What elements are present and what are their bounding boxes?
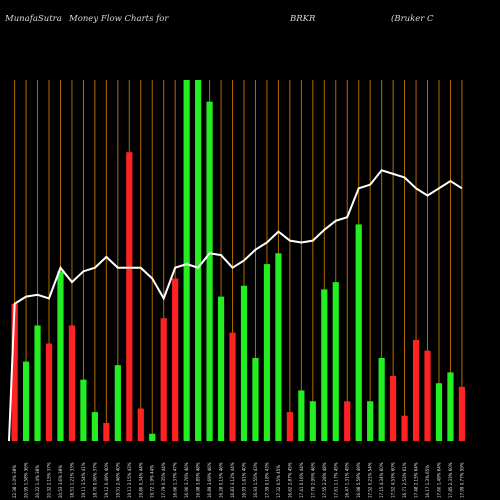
volume-bar: [114, 365, 121, 441]
x-tick-label: 17.79 2.95% 46%: [310, 462, 315, 498]
ticker-symbol: BRKR: [290, 14, 316, 24]
x-tick-label: 17.48 2.15% 64%: [414, 462, 419, 498]
x-tick-label: 16.28 0.15% 46%: [219, 462, 224, 498]
volume-bar: [458, 386, 466, 441]
volume-bar: [424, 350, 431, 441]
volume-bar: [22, 361, 30, 441]
volume-bar: [149, 433, 156, 441]
x-tick-label: 17.39 0.18% 43%: [264, 462, 269, 498]
x-tick-label: 20.53 3.6% 38%: [58, 465, 63, 498]
x-tick-label: 17.41 0.16% 44%: [299, 462, 304, 498]
x-tick-label: 17.52 0.21% 54%: [368, 462, 373, 498]
volume-bar: [229, 332, 236, 441]
x-tick-label: 16.66 1.37% 47%: [173, 462, 178, 498]
volume-bar: [240, 285, 248, 441]
x-tick-label: 19.51 2.46% 40%: [115, 462, 120, 498]
volume-bar: [435, 383, 443, 441]
x-tick-label: 16.98 3.85% 48%: [196, 462, 201, 498]
chart-title: Money Flow Charts for: [69, 14, 169, 24]
volume-bar: [183, 80, 190, 441]
volume-bar: [252, 357, 259, 441]
volume-bar: [412, 339, 420, 441]
x-tick-label: 17.60 1.49% 64%: [436, 462, 441, 498]
x-tick-label: 17.85 2.33% 60%: [448, 462, 453, 498]
x-tick-label: 16.47 1.31% 45%: [345, 462, 350, 498]
volume-bar: [390, 376, 397, 441]
x-tick-label: 17.15 4.34% 60%: [379, 462, 384, 498]
x-tick-label: 17.61 1.17% 45%: [333, 462, 338, 498]
x-tick-label: 16.93 1.55% 43%: [253, 462, 258, 498]
x-tick-label: 16.93 1.61% 40%: [242, 462, 247, 498]
volume-bar: [286, 412, 293, 441]
x-tick-label: 16.90 3.76% 46%: [184, 462, 189, 498]
volume-bar: [172, 278, 179, 441]
volume-bar: [367, 401, 374, 441]
volume-bar: [91, 412, 98, 441]
volume-bar: [160, 318, 167, 441]
x-tick-label: 19.72 1.9% 44%: [150, 465, 155, 498]
volume-bar: [401, 415, 408, 441]
x-tick-label: 19.80 0.34% 44%: [138, 462, 143, 498]
x-tick-label: 17.55 2.28% 48%: [322, 462, 327, 498]
volume-bar: [103, 422, 110, 441]
volume-bar: [298, 390, 305, 441]
volume-bar: [45, 343, 53, 441]
volume-bar: [263, 264, 271, 441]
chart-header: MunafaSutra Money Flow Charts for BRKR (…: [0, 14, 500, 28]
company-name: (Bruker C: [391, 14, 434, 24]
money-flow-line: [8, 169, 463, 442]
x-tick-label: 20.32 2.15% 37%: [47, 462, 52, 498]
volume-bar: [321, 289, 328, 441]
volume-bar: [68, 325, 76, 441]
volume-bar: [11, 303, 18, 441]
volume-bar: [34, 325, 41, 441]
volume-bar: [309, 401, 316, 441]
volume-bar: [447, 372, 454, 441]
site-name: MunafaSutra: [5, 14, 62, 24]
volume-bar: [275, 253, 282, 441]
x-tick-label: 16.17 1.3% 65%: [425, 465, 430, 498]
x-tick-label: 19.12 0.49% 40%: [104, 462, 109, 498]
volume-bar: [332, 282, 339, 441]
volume-bar: [217, 296, 225, 441]
x-tick-label: 16.89 3.69% 46%: [207, 462, 212, 498]
x-tick-label: 18.70 0.06% 37%: [92, 462, 97, 498]
x-tick-label: 20.95 1.58% 36%: [24, 462, 29, 498]
x-tick-label: 18.51 1.21% 33%: [69, 462, 74, 498]
x-tick-label: 17.79 0.35% 44%: [161, 462, 166, 498]
x-tick-label: 16.98 5.59% 49%: [356, 462, 361, 498]
x-tick-label: 19.11 3.54% 41%: [81, 462, 86, 498]
volume-bar: [355, 224, 362, 441]
volume-bar: [344, 401, 351, 441]
x-tick-label: 22.38 1.0% 38%: [12, 465, 17, 498]
x-tick-label: 16.83 3.12% 44%: [230, 462, 235, 498]
x-tick-label: 17.32 0.5% 45%: [276, 465, 281, 498]
volume-bar: [195, 80, 202, 441]
volume-bar: [80, 379, 87, 441]
x-tick-label: 16.62 2.87% 45%: [287, 462, 292, 498]
volume-bar: [126, 152, 133, 441]
x-tick-label: 19.11 3.15% 43%: [127, 462, 132, 498]
volume-bar: [206, 101, 213, 441]
volume-bar: [137, 408, 144, 441]
x-tick-label: 20.22 1.4% 38%: [35, 465, 40, 498]
x-tick-label: 16.71 2.53% 61%: [402, 462, 407, 498]
volume-bars: [11, 80, 466, 441]
volume-bar: [57, 271, 64, 441]
volume-bar: [378, 357, 385, 441]
x-tick-label: 17.99 0.77% 59%: [459, 462, 464, 498]
x-tick-label: 17.52 4.53% 60%: [391, 462, 396, 498]
x-tick-labels: 22.38 1.0% 38% 20.95 1.58% 36% 20.22 1.4% …: [12, 462, 464, 498]
